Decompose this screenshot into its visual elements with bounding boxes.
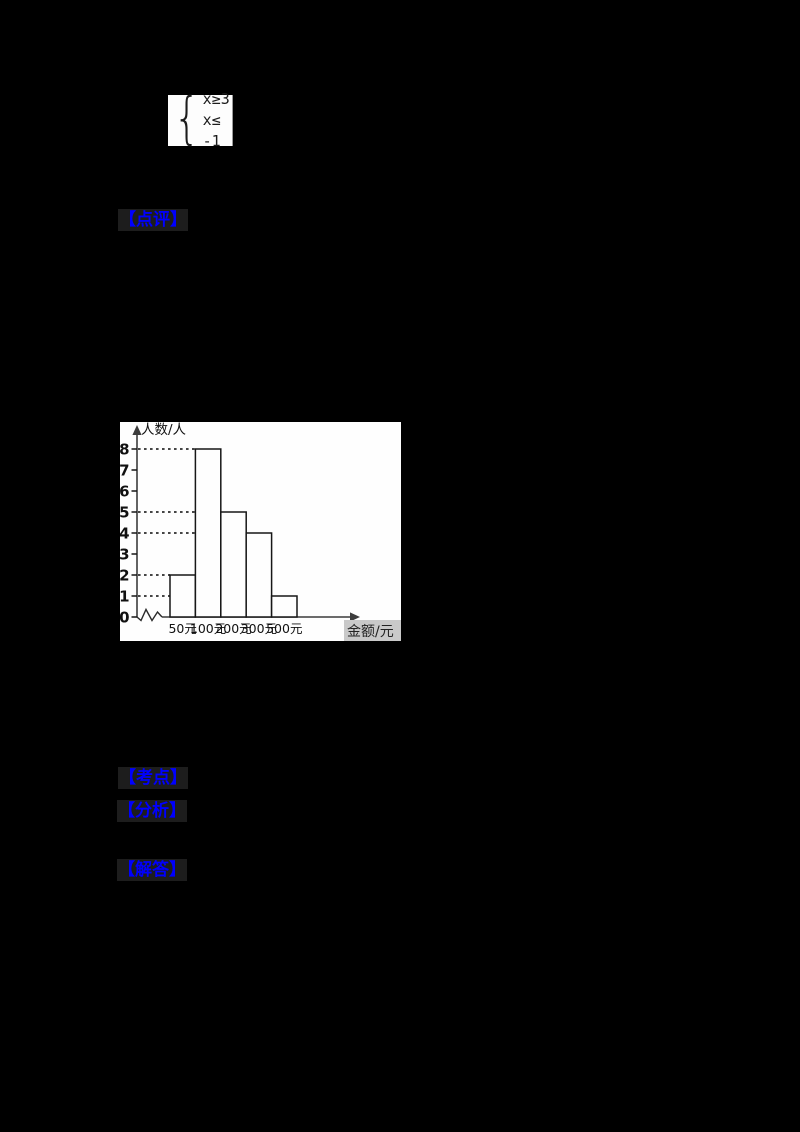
inequality-line-2: x≤ -1 [202,111,221,150]
left-brace: { [173,86,201,151]
y-tick-label-4: 4 [120,525,130,543]
x-tick-label-200元: 200元 [215,621,251,636]
y-tick-label-6: 6 [120,483,130,501]
x-tick-label-100元: 100元 [190,621,226,636]
fenxi-label: 【分析】 [117,800,187,823]
bar-500元 [270,595,298,618]
y-axis-title: 人数/人 [141,422,187,438]
y-tick-label-2: 2 [120,567,130,585]
y-tick-label-5: 5 [120,504,130,522]
inequality-lines: x≥3 x≤ -1 [203,89,232,152]
y-tick-label-7: 7 [120,462,130,480]
x-axis-title-patch [344,620,401,641]
y-axis-arrow-icon [132,425,142,435]
bar-200元 [220,511,247,618]
bar-300元 [245,532,273,618]
bar-50元 [169,574,197,618]
inequality-line-1: x≥3 [202,90,230,108]
y-tick-label-0: 0 [120,609,130,627]
jieda-label: 【解答】 [117,859,187,882]
inequality-system-box: { x≥3 x≤ -1 [168,90,232,150]
y-tick-label-3: 3 [120,546,130,564]
y-tick-label-8: 8 [120,441,130,459]
x-tick-label-500元: 500元 [266,621,302,636]
axis-break-icon [136,607,163,622]
x-axis-arrow-icon [350,612,360,622]
bar-100元 [194,448,222,618]
bar-chart-figure: 0 1 2 3 4 5 6 7 8 50元 100元 200元 300元 500元 人数/人金额/元 [120,422,401,641]
comment-label: 【点评】 [118,209,188,232]
y-tick-label-1: 1 [120,588,130,606]
x-tick-label-50元: 50元 [168,621,196,636]
kaodian-label: 【考点】 [118,767,188,790]
x-axis-title: 金额/元 [347,624,394,640]
x-tick-label-300元: 300元 [241,621,277,636]
